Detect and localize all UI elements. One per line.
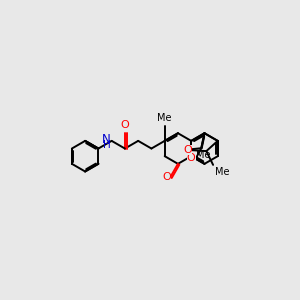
Text: H: H <box>103 140 111 150</box>
Text: O: O <box>184 145 193 155</box>
Text: Me: Me <box>158 113 172 124</box>
Text: O: O <box>187 153 196 163</box>
Text: Me: Me <box>214 167 229 177</box>
Text: Me: Me <box>196 150 210 160</box>
Text: O: O <box>162 172 171 182</box>
Text: N: N <box>102 133 111 146</box>
Text: O: O <box>121 120 129 130</box>
